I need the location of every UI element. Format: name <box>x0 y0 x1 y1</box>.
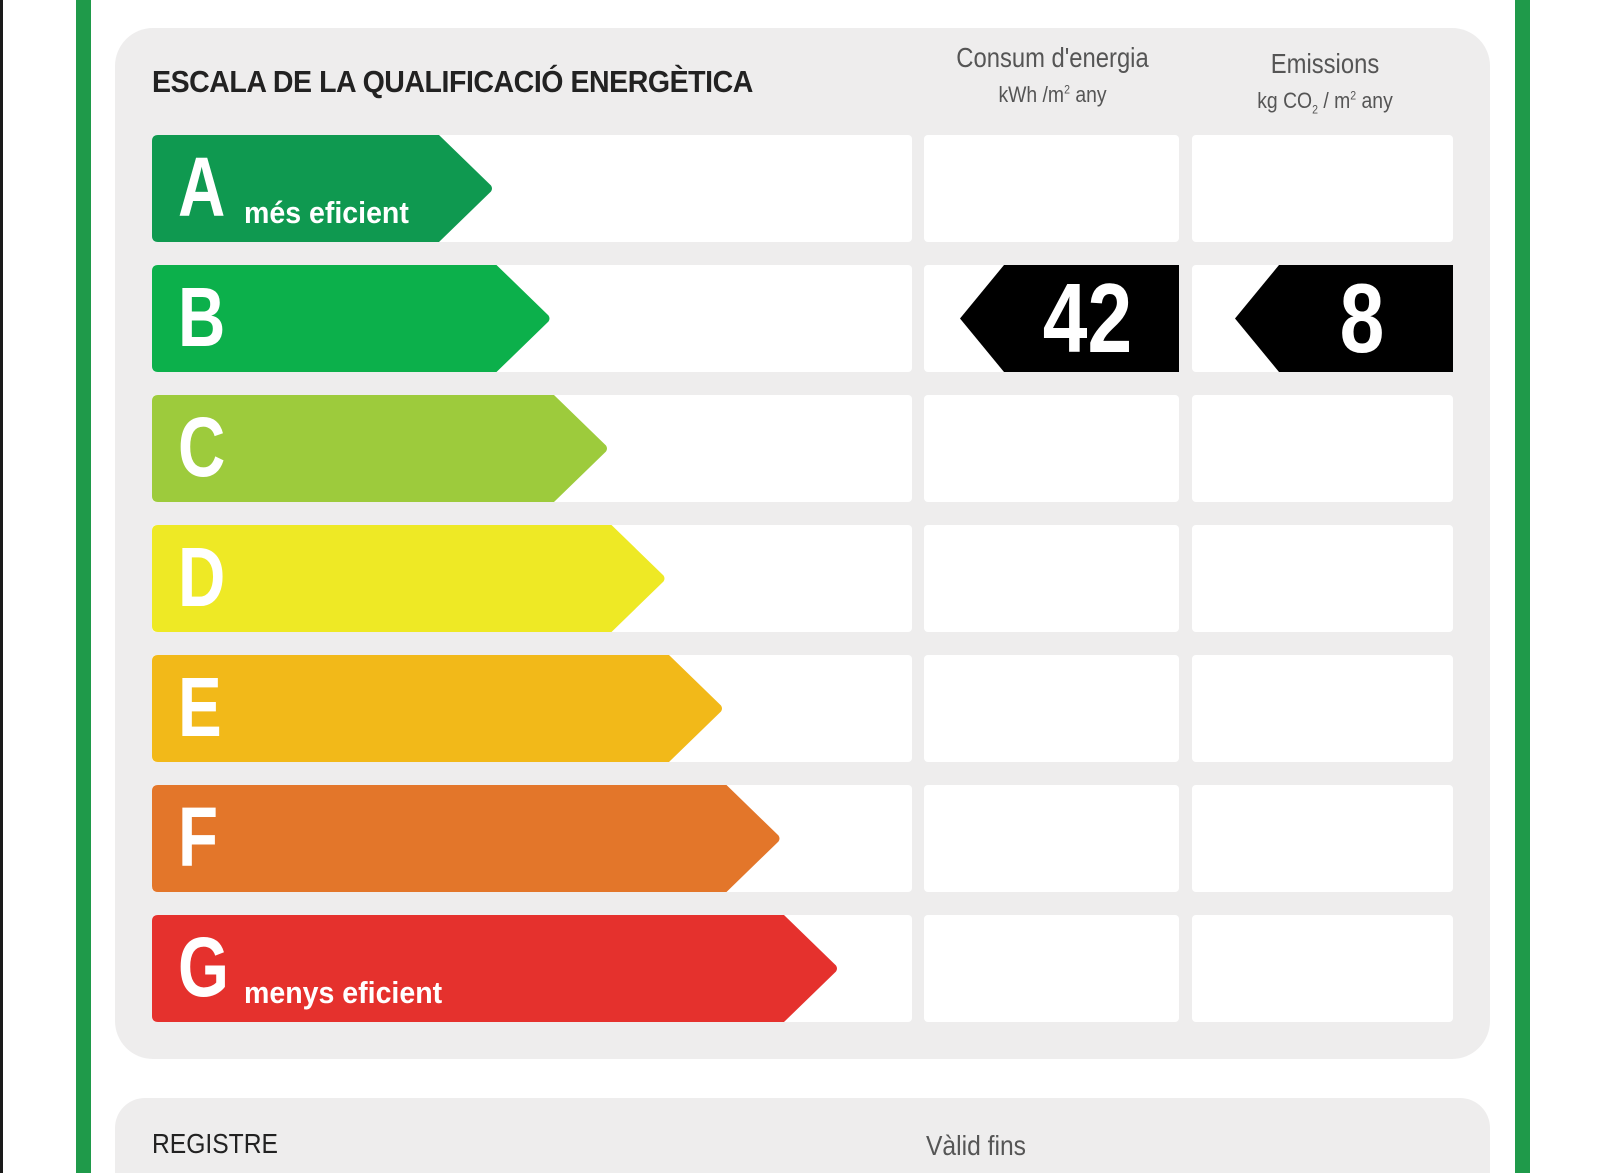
marker-shape <box>1235 265 1453 372</box>
class-arrow-b <box>152 265 551 372</box>
energy-value-cell <box>924 135 1179 242</box>
emissions-column-header: Emissions kg CO2 / m2 any <box>1180 48 1470 116</box>
energy-rating-marker-value: 42 <box>1042 263 1133 373</box>
emissions-value-cell <box>1192 395 1453 502</box>
emissions-rating-marker-value: 8 <box>1339 263 1385 373</box>
class-arrow-c <box>152 395 608 502</box>
emissions-rating-marker: 8 <box>1235 265 1453 372</box>
energy-value-cell <box>924 785 1179 892</box>
energy-value-cell <box>924 915 1179 1022</box>
class-arrow-e <box>152 655 723 762</box>
class-letter: F <box>178 790 219 884</box>
class-sublabel: més eficient <box>244 195 409 230</box>
marker-shape <box>960 265 1179 372</box>
class-arrow-g <box>152 915 838 1022</box>
rating-row-e: E <box>0 655 1600 762</box>
energy-column-title: Consum d'energia <box>956 42 1149 73</box>
rating-row-f: F <box>0 785 1600 892</box>
class-letter: C <box>178 400 226 494</box>
class-arrow-shape <box>152 785 780 892</box>
class-arrow-shape <box>152 395 607 502</box>
energy-value-cell <box>924 395 1179 502</box>
class-letter: D <box>178 530 226 624</box>
class-arrow-a <box>152 135 493 242</box>
emissions-value-cell <box>1192 135 1453 242</box>
class-arrow-shape <box>152 135 492 242</box>
emissions-column-unit: kg CO2 / m2 any <box>1257 88 1393 117</box>
energy-column-unit: kWh /m2 any <box>998 82 1107 107</box>
class-sublabel: menys eficient <box>244 975 443 1010</box>
class-letter: A <box>178 140 226 234</box>
class-arrow-d <box>152 525 666 632</box>
right-green-border <box>1515 0 1530 1173</box>
class-arrow-shape <box>152 915 837 1022</box>
energy-rating-marker: 42 <box>960 265 1179 372</box>
energy-column-header: Consum d'energia kWh /m2 any <box>905 42 1200 108</box>
page-title: ESCALA DE LA QUALIFICACIÓ ENERGÈTICA <box>152 64 753 99</box>
class-letter: G <box>178 920 229 1014</box>
energy-value-cell <box>924 525 1179 632</box>
left-green-border <box>76 0 91 1173</box>
rating-row-c: C <box>0 395 1600 502</box>
emissions-value-cell <box>1192 915 1453 1022</box>
emissions-column-title: Emissions <box>1270 48 1380 79</box>
class-letter: B <box>178 270 226 364</box>
emissions-value-cell <box>1192 525 1453 632</box>
emissions-value-cell <box>1192 655 1453 762</box>
register-panel <box>115 1098 1490 1173</box>
register-label: REGISTRE <box>152 1128 278 1159</box>
rating-row-d: D <box>0 525 1600 632</box>
class-arrow-f <box>152 785 781 892</box>
class-arrow-shape <box>152 525 665 632</box>
class-letter: E <box>178 660 222 754</box>
valid-until-label: Vàlid fins <box>926 1130 1026 1161</box>
class-arrow-shape <box>152 265 550 372</box>
rating-row-b: B 42 8 <box>0 265 1600 372</box>
energy-value-cell <box>924 655 1179 762</box>
left-edge-line <box>0 0 3 1173</box>
emissions-value-cell <box>1192 785 1453 892</box>
class-arrow-shape <box>152 655 722 762</box>
